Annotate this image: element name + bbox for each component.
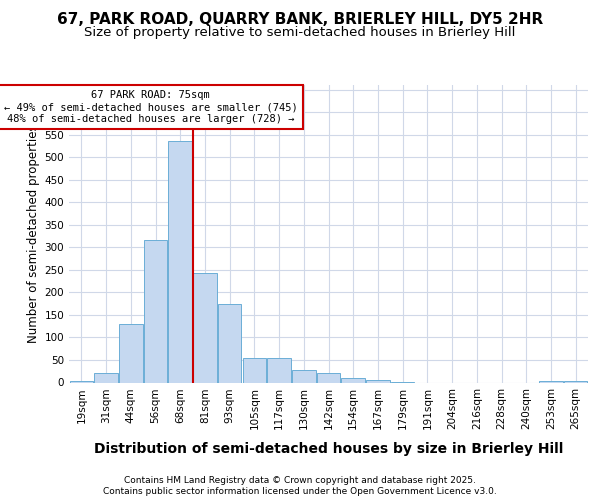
Bar xyxy=(539,381,563,382)
Bar xyxy=(94,374,118,382)
Bar xyxy=(341,378,365,382)
Bar xyxy=(218,304,241,382)
Text: Contains HM Land Registry data © Crown copyright and database right 2025.: Contains HM Land Registry data © Crown c… xyxy=(124,476,476,485)
Bar xyxy=(70,381,93,382)
Bar xyxy=(564,381,587,382)
Bar xyxy=(119,324,143,382)
Bar xyxy=(144,240,167,382)
Bar xyxy=(366,380,389,382)
Text: Distribution of semi-detached houses by size in Brierley Hill: Distribution of semi-detached houses by … xyxy=(94,442,563,456)
Text: Size of property relative to semi-detached houses in Brierley Hill: Size of property relative to semi-detach… xyxy=(85,26,515,39)
Bar xyxy=(169,142,192,382)
Text: 67, PARK ROAD, QUARRY BANK, BRIERLEY HILL, DY5 2HR: 67, PARK ROAD, QUARRY BANK, BRIERLEY HIL… xyxy=(57,12,543,28)
Bar xyxy=(317,374,340,382)
Y-axis label: Number of semi-detached properties: Number of semi-detached properties xyxy=(27,124,40,343)
Bar xyxy=(268,358,291,382)
Bar xyxy=(242,358,266,382)
Bar xyxy=(292,370,316,382)
Text: 67 PARK ROAD: 75sqm
← 49% of semi-detached houses are smaller (745)
48% of semi-: 67 PARK ROAD: 75sqm ← 49% of semi-detach… xyxy=(4,90,298,124)
Bar xyxy=(193,273,217,382)
Text: Contains public sector information licensed under the Open Government Licence v3: Contains public sector information licen… xyxy=(103,487,497,496)
